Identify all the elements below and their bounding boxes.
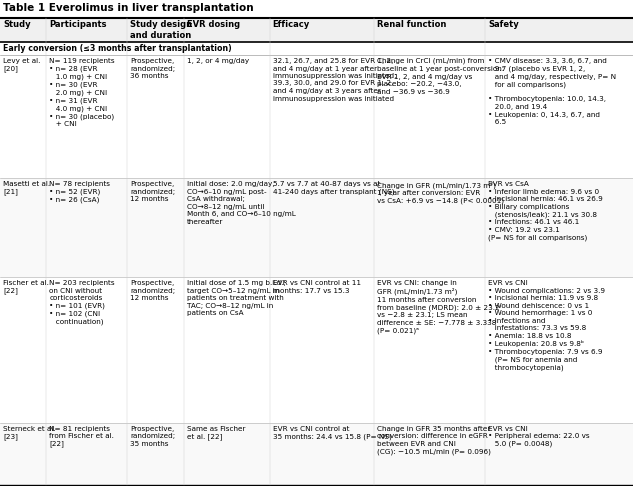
Text: Safety: Safety	[488, 20, 518, 29]
Text: EVR vs CNI
• Peripheral edema: 22.0 vs
   5.0 (P= 0.0048): EVR vs CNI • Peripheral edema: 22.0 vs 5…	[488, 426, 589, 447]
Text: Masetti et al.
[21]: Masetti et al. [21]	[3, 181, 50, 195]
Text: Renal function: Renal function	[377, 20, 446, 29]
Text: Fischer et al.
[22]: Fischer et al. [22]	[3, 280, 49, 295]
Bar	[0, 178, 633, 277]
Text: EVR dosing: EVR dosing	[187, 20, 241, 29]
Text: Efficacy: Efficacy	[273, 20, 310, 29]
Text: Study: Study	[3, 20, 30, 29]
Text: N= 203 recipients
on CNI without
corticosteroids
• n= 101 (EVR)
• n= 102 (CNI
  : N= 203 recipients on CNI without cortico…	[49, 280, 115, 325]
Text: Initial dose of 1.5 mg b.i.d.;
target CO→5–12 ng/mL in
patients on treatment wit: Initial dose of 1.5 mg b.i.d.; target CO…	[187, 280, 286, 316]
Text: Change in GFR (mL/min/1.73 m²)
1 year after conversion: EVR
vs CsA: +6.9 vs −14.: Change in GFR (mL/min/1.73 m²) 1 year af…	[377, 181, 504, 204]
Bar	[0, 18, 633, 42]
Text: Change in CrCl (mL/min) from
baseline at 1 year post-conversion:
EVR 1, 2, and 4: Change in CrCl (mL/min) from baseline at…	[377, 58, 505, 94]
Bar	[0, 423, 633, 485]
Text: Sterneck et al.
[23]: Sterneck et al. [23]	[3, 426, 56, 440]
Text: 5.7 vs 7.7 at 40-87 days vs at
41-240 days after transplant (NS): 5.7 vs 7.7 at 40-87 days vs at 41-240 da…	[273, 181, 394, 195]
Text: Participants: Participants	[49, 20, 107, 29]
Text: Prospective,
randomized;
35 months: Prospective, randomized; 35 months	[130, 426, 175, 447]
Text: EVR vs CNI control at
35 months: 24.4 vs 15.8 (P= NS): EVR vs CNI control at 35 months: 24.4 vs…	[273, 426, 391, 440]
Text: Same as Fischer
et al. [22]: Same as Fischer et al. [22]	[187, 426, 246, 440]
Text: Levy et al.
[20]: Levy et al. [20]	[3, 58, 41, 72]
Bar	[0, 277, 633, 423]
Text: EVR vs CNI
• Wound complications: 2 vs 3.9
• Incisional hernia: 11.9 vs 9.8
• Wo: EVR vs CNI • Wound complications: 2 vs 3…	[488, 280, 605, 371]
Text: Table 1 Everolimus in liver transplantation: Table 1 Everolimus in liver transplantat…	[3, 3, 254, 13]
Text: Prospective,
randomized;
36 months: Prospective, randomized; 36 months	[130, 58, 175, 79]
Text: Prospective,
randomized;
12 months: Prospective, randomized; 12 months	[130, 181, 175, 202]
Text: Study design
and duration: Study design and duration	[130, 20, 192, 40]
Text: N= 119 recipients
• n= 28 (EVR
   1.0 mg) + CNI
• n= 30 (EVR
   2.0 mg) + CNI
• : N= 119 recipients • n= 28 (EVR 1.0 mg) +…	[49, 58, 115, 127]
Text: 32.1, 26.7, and 25.8 for EVR 1, 2,
and 4 mg/day at 1 year after
immunosuppressio: 32.1, 26.7, and 25.8 for EVR 1, 2, and 4…	[273, 58, 396, 102]
Text: Early conversion (≤3 months after transplantation): Early conversion (≤3 months after transp…	[3, 44, 232, 53]
Text: EVR vs CNI control at 11
months: 17.7 vs 15.3: EVR vs CNI control at 11 months: 17.7 vs…	[273, 280, 361, 294]
Text: N= 78 recipients
• n= 52 (EVR)
• n= 26 (CsA): N= 78 recipients • n= 52 (EVR) • n= 26 (…	[49, 181, 110, 203]
Bar	[0, 55, 633, 178]
Text: N= 81 recipients
from Fischer et al.
[22]: N= 81 recipients from Fischer et al. [22…	[49, 426, 114, 448]
Text: EVR vs CNI: change in
GFR (mL/min/1.73 m²)
11 months after conversion
from basel: EVR vs CNI: change in GFR (mL/min/1.73 m…	[377, 280, 499, 334]
Text: • CMV disease: 3.3, 3.6, 6.7, and
   9.7 (placebo vs EVR 1, 2,
   and 4 mg/day, : • CMV disease: 3.3, 3.6, 6.7, and 9.7 (p…	[488, 58, 616, 125]
Text: EVR vs CsA
• Inferior limb edema: 9.6 vs 0
• Incisional hernia: 46.1 vs 26.9
• B: EVR vs CsA • Inferior limb edema: 9.6 vs…	[488, 181, 603, 241]
Text: Prospective,
randomized;
12 months: Prospective, randomized; 12 months	[130, 280, 175, 301]
Text: 1, 2, or 4 mg/day: 1, 2, or 4 mg/day	[187, 58, 249, 64]
Text: Initial dose: 2.0 mg/day,
CO→6–10 ng/mL post-
CsA withdrawal;
CO→8–12 ng/mL unti: Initial dose: 2.0 mg/day, CO→6–10 ng/mL …	[187, 181, 296, 225]
Text: Change in GFR 35 months after
conversion: difference in eGFR
between EVR and CNI: Change in GFR 35 months after conversion…	[377, 426, 491, 455]
